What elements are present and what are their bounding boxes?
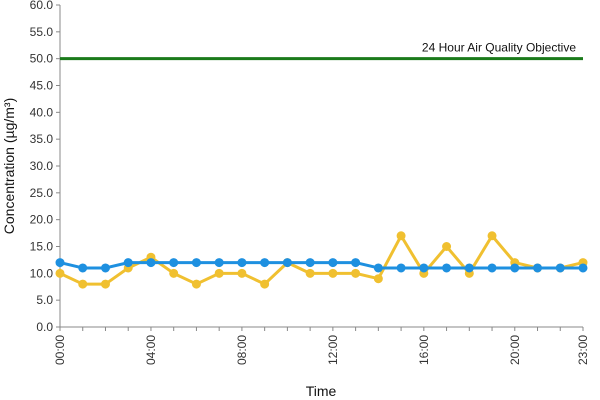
x-tick-label: 20:00	[508, 335, 522, 365]
series-1	[55, 258, 588, 273]
x-tick-label: 23:00	[576, 335, 590, 365]
x-tick-label: 12:00	[326, 335, 340, 365]
data-point	[100, 263, 110, 273]
data-point	[191, 258, 201, 268]
data-point	[351, 258, 361, 268]
y-tick-label: 35.0	[30, 132, 54, 146]
data-point	[100, 279, 110, 289]
y-tick-label: 55.0	[30, 25, 54, 39]
data-point	[237, 258, 247, 268]
data-point	[533, 263, 543, 273]
y-tick-label: 25.0	[30, 186, 54, 200]
series-line	[59, 261, 583, 270]
data-point	[169, 258, 179, 268]
data-point	[282, 258, 292, 268]
series-layer	[55, 231, 588, 289]
data-point	[305, 268, 315, 278]
data-point	[396, 231, 406, 241]
y-tick-label: 20.0	[30, 213, 54, 227]
data-point	[146, 258, 156, 268]
data-point	[328, 258, 338, 268]
data-point	[260, 258, 270, 268]
data-point	[123, 258, 133, 268]
y-tick-label: 30.0	[30, 159, 54, 173]
data-point	[487, 231, 497, 241]
data-point	[442, 263, 452, 273]
data-point	[373, 274, 383, 284]
data-point	[464, 263, 474, 273]
y-tick-label: 50.0	[30, 52, 54, 66]
y-axis-title: Concentration (µg/m³)	[1, 98, 17, 234]
data-point	[419, 263, 429, 273]
y-tick-label: 10.0	[30, 266, 54, 280]
data-point	[169, 268, 179, 278]
x-tick-label: 16:00	[417, 335, 431, 365]
y-tick-label: 40.0	[30, 105, 54, 119]
y-tick-label: 60.0	[30, 0, 54, 12]
data-point	[555, 263, 565, 273]
y-tick-label: 5.0	[36, 293, 53, 307]
y-tick-label: 0.0	[36, 320, 53, 334]
data-point	[55, 258, 65, 268]
plot-area: 0.0 5.0 10.0 15.0 20.0 25.0 30.0 35.0 40.0 45.0 50…	[30, 0, 590, 365]
data-point	[78, 279, 88, 289]
y-ticks: 0.0 5.0 10.0 15.0 20.0 25.0 30.0 35.0 40.0 45.0 50…	[30, 0, 60, 334]
x-tick-label: 08:00	[235, 335, 249, 365]
data-point	[487, 263, 497, 273]
reference-line-label: 24 Hour Air Quality Objective	[422, 41, 576, 55]
x-axis-title: Time	[306, 383, 337, 399]
data-point	[78, 263, 88, 273]
y-tick-label: 15.0	[30, 240, 54, 254]
data-point	[510, 263, 520, 273]
x-ticks: 00:00 04:00 08:00 12:00 16:00 20:00 23:00	[53, 327, 590, 365]
data-point	[260, 279, 270, 289]
x-tick-label: 00:00	[53, 335, 67, 365]
data-point	[396, 263, 406, 273]
series-line	[59, 234, 584, 286]
data-point	[214, 258, 224, 268]
series-0	[55, 231, 588, 289]
data-point	[305, 258, 315, 268]
data-point	[351, 268, 361, 278]
data-point	[328, 268, 338, 278]
data-point	[578, 263, 588, 273]
data-point	[191, 279, 201, 289]
data-point	[373, 263, 383, 273]
data-point	[55, 268, 65, 278]
data-point	[442, 242, 452, 251]
data-point	[214, 268, 224, 278]
x-tick-label: 04:00	[144, 335, 158, 365]
y-tick-label: 45.0	[30, 79, 54, 93]
data-point	[237, 268, 247, 278]
